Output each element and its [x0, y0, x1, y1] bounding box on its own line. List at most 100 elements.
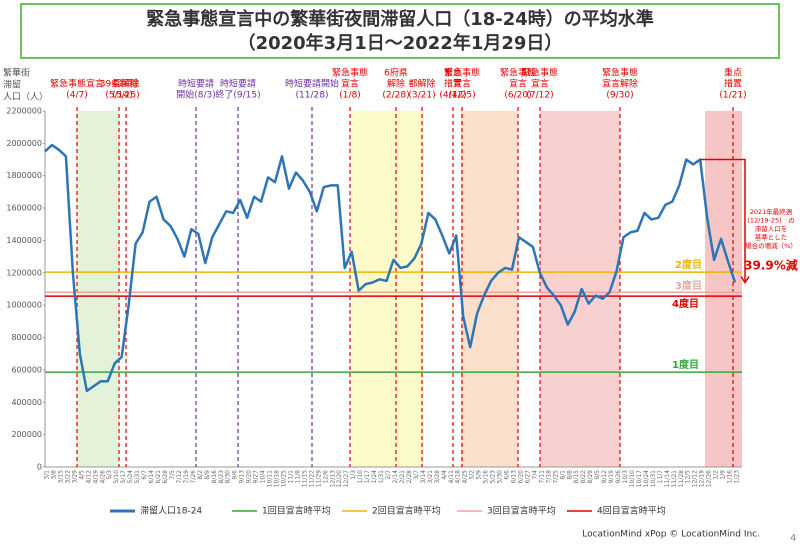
- reference-label: 4度目: [672, 297, 699, 310]
- x-tick-label: 7/26: [190, 470, 197, 484]
- x-tick-label: 8/23: [218, 470, 225, 484]
- y-tick-label: 200000: [11, 430, 42, 439]
- x-tick-label: 10/17: [636, 470, 643, 487]
- y-tick-label: 0: [37, 463, 42, 472]
- event-label: 緊急事態宣言: [50, 78, 104, 90]
- x-tick-label: 3/15: [57, 470, 64, 484]
- x-tick-label: 5/3: [106, 470, 113, 480]
- x-tick-label: 10/25: [280, 470, 287, 487]
- event-label: (4/7): [66, 91, 88, 101]
- y-tick-label: 1200000: [6, 268, 42, 277]
- x-tick-label: 3/8: [50, 470, 57, 480]
- event-label: 緊急事態: [602, 67, 638, 79]
- x-tick-label: 2/21: [399, 470, 406, 484]
- x-tick-label: 8/2: [197, 470, 204, 480]
- x-tick-label: 7/11: [538, 470, 545, 484]
- x-tick-label: 4/5: [78, 470, 85, 480]
- x-tick-label: 8/30: [225, 470, 232, 484]
- x-tick-label: 6/6: [504, 470, 511, 480]
- x-tick-label: 4/12: [85, 470, 92, 484]
- period-shade: [705, 111, 742, 467]
- x-tick-label: 5/9: [476, 470, 483, 480]
- x-tick-label: 11/22: [308, 470, 315, 487]
- x-tick-label: 5/23: [490, 470, 497, 484]
- x-tick-label: 12/27: [343, 470, 350, 487]
- x-tick-label: 9/13: [239, 470, 246, 484]
- y-tick-label: 2000000: [6, 139, 42, 148]
- x-tick-label: 5/24: [127, 470, 134, 484]
- event-label: (2/28): [382, 91, 409, 101]
- arrow-head: [740, 276, 750, 284]
- title: 緊急事態宣言中の繁華街夜間滞留人口（18-24時）の平均水準: [146, 8, 654, 30]
- x-tick-label: 10/24: [643, 470, 650, 487]
- event-label: 措置: [724, 78, 742, 90]
- x-tick-label: 1/31: [378, 470, 385, 484]
- x-tick-label: 5/17: [120, 470, 127, 484]
- x-tick-label: 7/5: [169, 470, 176, 480]
- period-shade: [77, 111, 119, 467]
- x-tick-label: 9/27: [253, 470, 260, 484]
- event-label: 緊急事態: [332, 67, 368, 79]
- event-label: (1/21): [719, 91, 746, 101]
- event-label: 重点: [724, 67, 742, 79]
- x-tick-label: 1/16: [727, 470, 734, 484]
- x-tick-label: 5/10: [113, 470, 120, 484]
- reference-label: 3度目: [675, 279, 702, 292]
- annotation-text: (12/19-25) の: [747, 217, 794, 225]
- event-label: (9/30): [606, 91, 633, 101]
- x-tick-label: 9/5: [594, 470, 601, 480]
- x-tick-label: 11/14: [664, 470, 671, 487]
- x-tick-label: 2/28: [406, 470, 413, 484]
- y-tick-label: 2200000: [6, 107, 42, 116]
- x-tick-label: 4/25: [462, 470, 469, 484]
- x-tick-label: 6/13: [510, 470, 517, 484]
- annotation-value: 39.9%減: [744, 258, 798, 273]
- x-tick-label: 3/21: [427, 470, 434, 484]
- x-tick-label: 1/9: [720, 470, 727, 480]
- x-tick-label: 12/6: [322, 470, 329, 484]
- event-label: 緊急事態: [444, 67, 480, 79]
- event-label: 宣言: [531, 78, 549, 90]
- x-tick-label: 10/10: [629, 470, 636, 487]
- x-tick-label: 4/11: [448, 470, 455, 484]
- x-tick-label: 5/31: [134, 470, 141, 484]
- x-tick-label: 3/28: [434, 470, 441, 484]
- legend-label: 滞留人口18-24: [140, 505, 202, 517]
- x-tick-label: 7/12: [176, 470, 183, 484]
- x-tick-label: 1/3: [350, 470, 357, 480]
- x-tick-label: 4/26: [99, 470, 106, 484]
- x-tick-label: 5/16: [483, 470, 490, 484]
- event-label: 緊急事態: [522, 67, 558, 79]
- x-tick-label: 7/19: [183, 470, 190, 484]
- x-tick-label: 12/19: [699, 470, 706, 487]
- event-label: 措置: [444, 78, 462, 90]
- x-tick-label: 10/4: [260, 470, 267, 484]
- bracket: [700, 158, 746, 283]
- x-tick-label: 3/22: [64, 470, 71, 484]
- x-tick-label: 4/4: [441, 470, 448, 480]
- event-label: 都解除: [112, 78, 139, 90]
- x-tick-label: 11/21: [671, 470, 678, 487]
- x-tick-label: 6/20: [517, 470, 524, 484]
- legend-label: 1回目宣言時平均: [262, 505, 331, 517]
- y-tick-label: 1800000: [6, 171, 42, 180]
- y-tick-label: 600000: [11, 365, 42, 374]
- event-label: 時短要請開始: [285, 78, 339, 90]
- x-tick-label: 3/29: [71, 470, 78, 484]
- x-tick-label: 8/29: [587, 470, 594, 484]
- event-label: 緊急事態: [500, 67, 536, 79]
- x-tick-label: 8/9: [204, 470, 211, 480]
- title: （2020年3月1日～2022年1月29日）: [238, 32, 563, 54]
- x-tick-label: 9/19: [608, 470, 615, 484]
- event-label: (1/8): [339, 91, 361, 101]
- event-label: (7/12): [526, 91, 553, 101]
- period-shade: [461, 111, 518, 467]
- x-tick-label: 11/28: [678, 470, 685, 487]
- y-axis-label: 人口（人）: [3, 92, 48, 103]
- period-shade: [540, 111, 620, 467]
- annotation-text: 2021年最終週: [750, 207, 793, 216]
- event-label: (4/12): [439, 91, 466, 101]
- x-tick-label: 5/2: [469, 470, 476, 480]
- x-tick-label: 1/2: [713, 470, 720, 480]
- x-tick-label: 1/17: [364, 470, 371, 484]
